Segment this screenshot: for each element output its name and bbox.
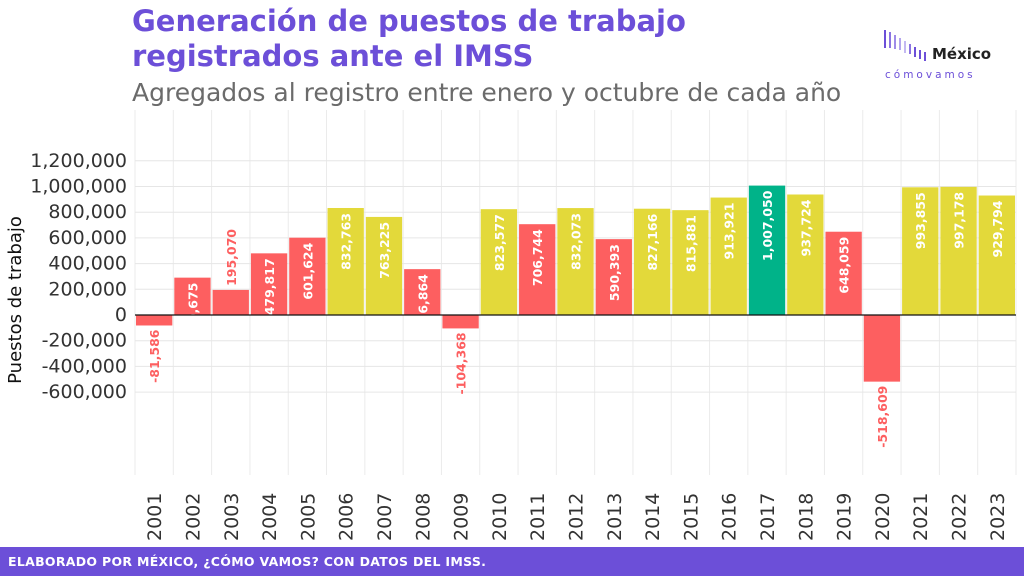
- x-tick-label: 2006: [336, 493, 358, 541]
- x-tick-label: 2005: [297, 493, 319, 541]
- x-tick-label: 2003: [221, 493, 243, 541]
- y-tick-label: 1,200,000: [30, 150, 127, 172]
- data-label: 832,073: [569, 213, 584, 270]
- bar-2019: [825, 231, 862, 315]
- x-tick-label: 2019: [834, 493, 856, 541]
- bar-2005: [289, 237, 326, 315]
- x-tick-label: 2004: [259, 493, 281, 541]
- bar-2008: [404, 269, 441, 315]
- data-label: 929,794: [990, 200, 1005, 257]
- bar-2023: [978, 195, 1015, 315]
- bar-2001: [136, 315, 173, 326]
- x-tick-label: 2018: [795, 493, 817, 541]
- bar-2022: [940, 186, 977, 315]
- x-tick-label: 2010: [489, 493, 511, 541]
- data-label: 997,178: [952, 192, 967, 249]
- bar-2020: [863, 315, 901, 382]
- x-tick-label: 2022: [949, 493, 971, 541]
- bar-2011: [519, 224, 556, 315]
- data-label: 601,624: [300, 242, 315, 299]
- x-tick-label: 2014: [642, 493, 664, 541]
- bar-2002: [174, 277, 211, 315]
- bar-2015: [672, 210, 709, 315]
- bar-2016: [710, 197, 747, 315]
- mexico-como-vamos-logo: México cómovamos: [882, 30, 1012, 88]
- bar-2004: [250, 253, 288, 315]
- data-label: 993,855: [913, 192, 928, 249]
- y-tick-label: 1,000,000: [30, 176, 127, 198]
- bar-2014: [633, 208, 671, 315]
- data-label: -81,586: [147, 329, 162, 383]
- x-tick-label: 2008: [412, 493, 434, 541]
- data-label: 1,007,050: [760, 190, 775, 261]
- y-tick-label: -400,000: [42, 355, 127, 377]
- bar-2006: [327, 207, 364, 315]
- data-label: 815,881: [683, 215, 698, 272]
- data-label: 823,577: [492, 214, 507, 271]
- bar-signal-icon: [884, 30, 926, 61]
- logo-text-como-vamos: cómovamos: [885, 69, 976, 81]
- y-tick-label: 200,000: [48, 278, 127, 300]
- x-tick-label: 2001: [144, 493, 166, 541]
- y-axis-title: Puestos de trabajo: [5, 216, 26, 384]
- footer-credit: ELABORADO POR MÉXICO, ¿CÓMO VAMOS? CON D…: [0, 547, 1024, 576]
- y-tick-label: 400,000: [48, 253, 127, 275]
- bar-2010: [480, 209, 518, 315]
- data-label: 763,225: [377, 222, 392, 279]
- chart-title: Generación de puestos de trabajo registr…: [132, 4, 686, 73]
- bar-2017: [748, 185, 786, 315]
- bar-2003: [212, 289, 249, 315]
- data-label: 937,724: [798, 199, 813, 256]
- y-tick-label: 0: [115, 304, 127, 326]
- x-tick-label: 2011: [527, 493, 549, 541]
- data-label: 290,675: [185, 283, 200, 340]
- chart-subtitle: Agregados al registro entre enero y octu…: [132, 78, 842, 107]
- bar-2012: [557, 208, 594, 315]
- logo-text-mexico: México: [932, 45, 992, 63]
- data-label: 832,763: [339, 213, 354, 270]
- bar-2007: [365, 216, 403, 315]
- x-tick-label: 2020: [872, 493, 894, 541]
- data-label: -518,609: [875, 386, 890, 448]
- bar-2013: [595, 239, 632, 315]
- data-label: 479,817: [262, 258, 277, 315]
- x-tick-label: 2016: [719, 493, 741, 541]
- x-tick-label: 2017: [757, 493, 779, 541]
- bar-chart: -600,000 -400,000 -200,000 0 200,000 400,000 6…: [5, 110, 1017, 541]
- x-tick-label: 2007: [374, 493, 396, 541]
- data-label: 590,393: [607, 244, 622, 301]
- y-tick-label: -600,000: [42, 381, 127, 403]
- data-label: 913,921: [722, 203, 737, 260]
- x-tick-label: 2015: [680, 493, 702, 541]
- y-tick-label: -200,000: [42, 330, 127, 352]
- data-label: 827,166: [645, 213, 660, 270]
- bar-2009: [442, 315, 479, 329]
- x-tick-label: 2002: [182, 493, 204, 541]
- y-tick-label: 600,000: [48, 227, 127, 249]
- data-label: 195,070: [224, 229, 239, 286]
- x-tick-label: 2021: [910, 493, 932, 541]
- bar-2021: [902, 187, 939, 315]
- x-tick-label: 2009: [451, 493, 473, 541]
- x-tick-label: 2012: [566, 493, 588, 541]
- data-label: 706,744: [530, 229, 545, 286]
- bar-2018: [787, 194, 824, 315]
- y-tick-label: 800,000: [48, 201, 127, 223]
- x-tick-label: 2023: [987, 493, 1009, 541]
- data-label: 356,864: [415, 274, 430, 331]
- x-tick-label: 2013: [604, 493, 626, 541]
- data-label: 648,059: [837, 237, 852, 294]
- data-label: -104,368: [454, 332, 469, 394]
